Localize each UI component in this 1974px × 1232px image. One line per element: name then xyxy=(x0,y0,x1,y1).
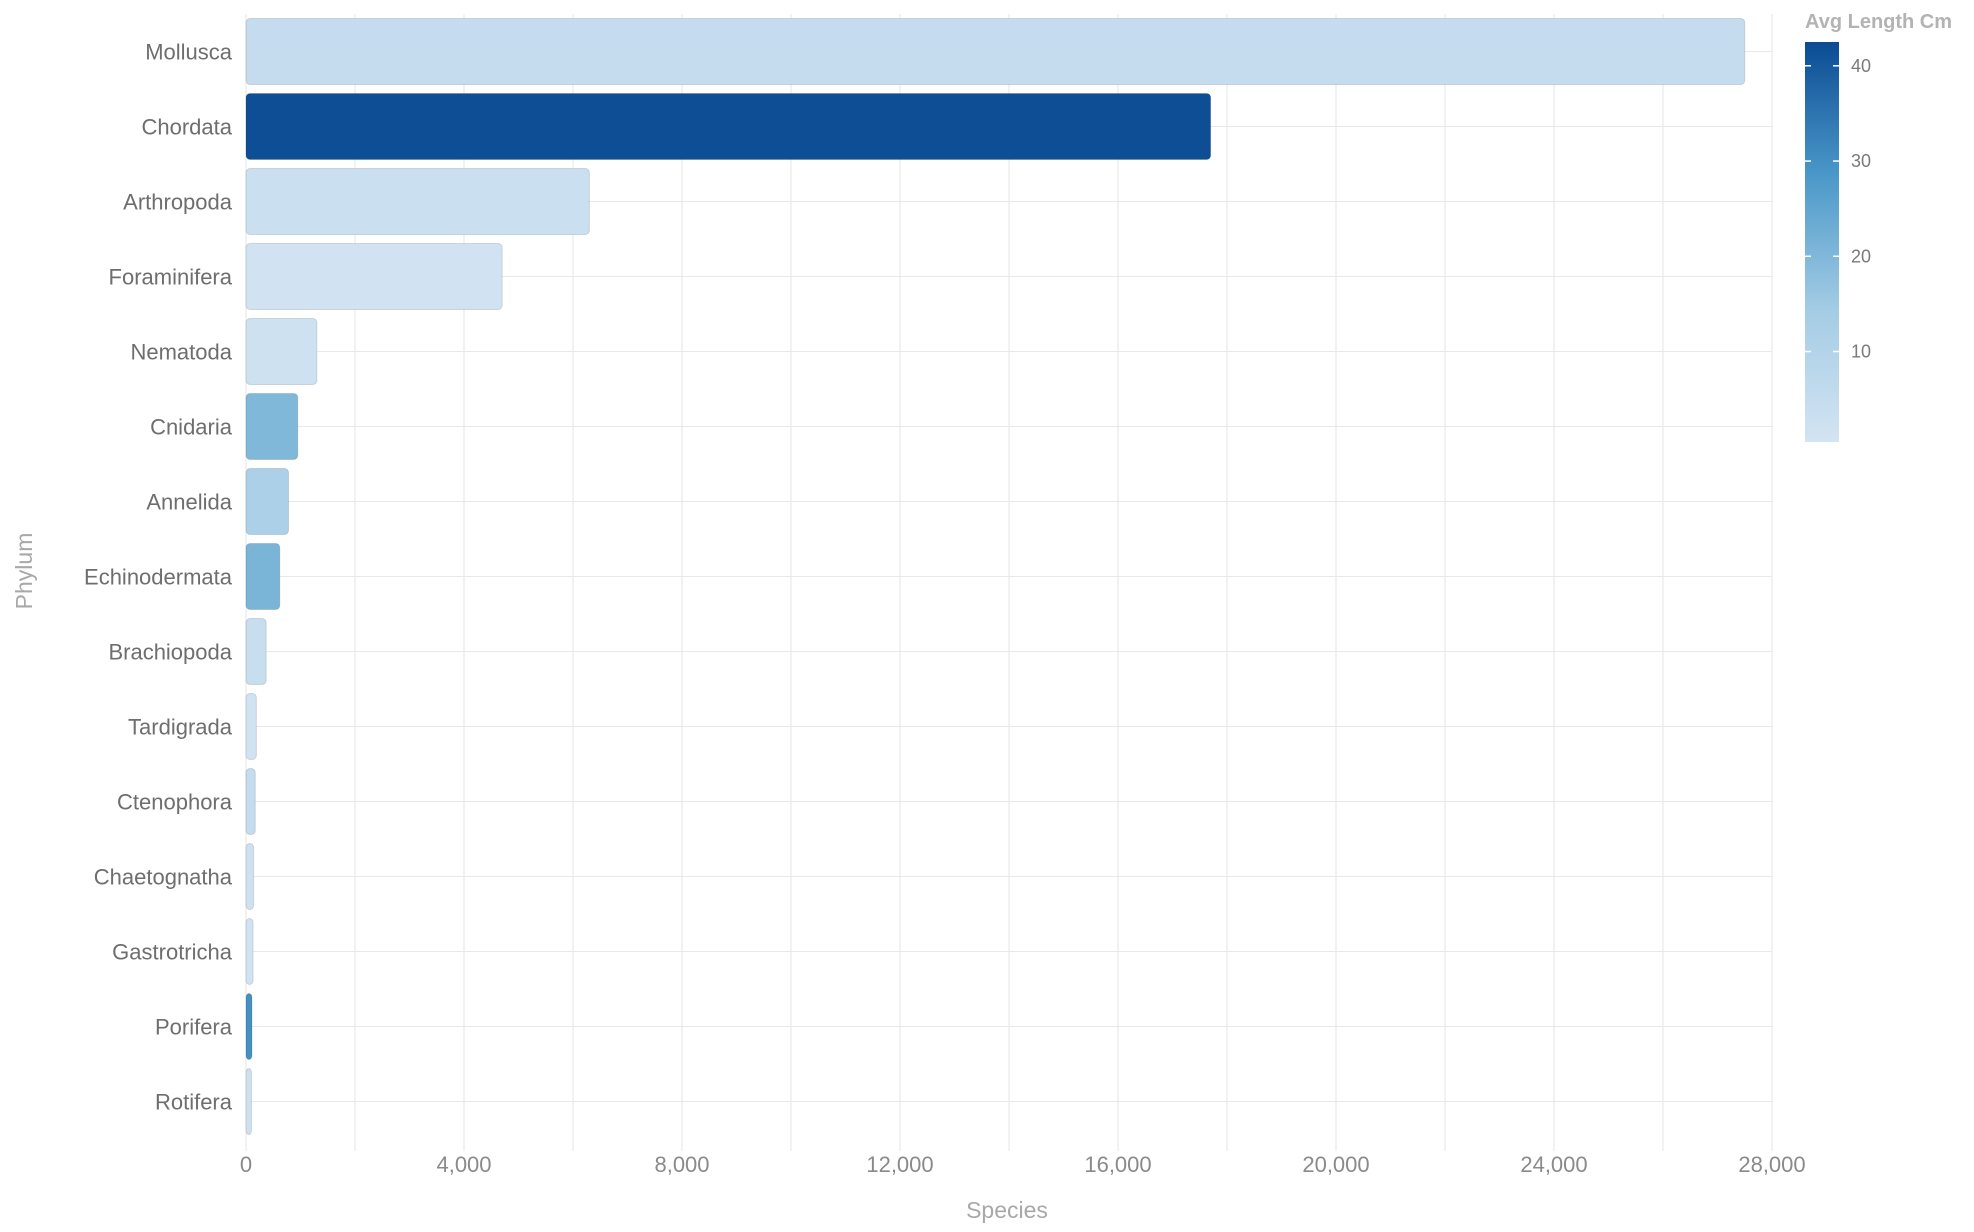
legend-tick-label: 30 xyxy=(1851,151,1871,171)
x-tick-label: 0 xyxy=(240,1152,252,1177)
y-tick-label: Annelida xyxy=(146,490,232,515)
bar-ctenophora xyxy=(245,768,256,835)
y-tick-label: Mollusca xyxy=(145,40,233,65)
y-tick-label: Chordata xyxy=(141,115,232,140)
x-tick-label: 24,000 xyxy=(1520,1152,1587,1177)
bar-annelida xyxy=(245,468,290,535)
legend-tick-label: 10 xyxy=(1851,342,1871,362)
bar-brachiopoda xyxy=(245,618,267,685)
y-tick-label: Brachiopoda xyxy=(108,640,232,665)
legend-title: Avg Length Cm xyxy=(1805,11,1952,33)
y-tick-label: Foraminifera xyxy=(109,265,233,290)
bar-cnidaria xyxy=(245,393,299,460)
x-tick-label: 4,000 xyxy=(436,1152,491,1177)
x-tick-label: 8,000 xyxy=(654,1152,709,1177)
bar-porifera xyxy=(245,993,253,1060)
x-axis-title: Species xyxy=(966,1197,1048,1223)
x-tick-label: 28,000 xyxy=(1738,1152,1805,1177)
legend-tick-label: 20 xyxy=(1851,246,1871,266)
bar-mollusca xyxy=(245,18,1746,85)
x-tick-label: 12,000 xyxy=(866,1152,933,1177)
y-tick-label: Porifera xyxy=(155,1015,233,1040)
y-axis-title: Phylum xyxy=(11,533,37,610)
bar-chordata xyxy=(245,93,1212,160)
y-tick-label: Nematoda xyxy=(130,340,232,365)
y-tick-label: Arthropoda xyxy=(123,190,233,215)
y-tick-label: Ctenophora xyxy=(117,790,233,815)
y-tick-label: Chaetognatha xyxy=(94,865,233,890)
legend-color-bar xyxy=(1805,42,1839,442)
x-tick-label: 16,000 xyxy=(1084,1152,1151,1177)
bar-foraminifera xyxy=(245,243,503,310)
bar-rotifera xyxy=(245,1068,252,1135)
bar-arthropoda xyxy=(245,168,590,235)
x-tick-label: 20,000 xyxy=(1302,1152,1369,1177)
bars xyxy=(245,18,1746,1135)
color-legend: Avg Length Cm 10 20 30 40 xyxy=(1805,11,1952,442)
y-tick-label: Rotifera xyxy=(155,1090,233,1115)
legend-ticks: 10 20 30 40 xyxy=(1805,56,1871,362)
bar-echinodermata xyxy=(245,543,281,610)
y-tick-label: Gastrotricha xyxy=(112,940,233,965)
grid-lines xyxy=(245,14,1773,1151)
bar-nematoda xyxy=(245,318,318,385)
bar-tardigrada xyxy=(245,693,257,760)
y-tick-labels: Mollusca Chordata Arthropoda Foraminifera Ne… xyxy=(84,40,233,1115)
bar-gastrotricha xyxy=(245,918,254,985)
x-tick-labels: 0 4,000 8,000 12,000 16,000 20,000 24,000 28,00… xyxy=(240,1152,1806,1177)
legend-tick-label: 40 xyxy=(1851,56,1871,76)
bar-chaetognatha xyxy=(245,843,255,910)
y-tick-label: Tardigrada xyxy=(128,715,233,740)
y-tick-label: Cnidaria xyxy=(150,415,233,440)
y-tick-label: Echinodermata xyxy=(84,565,233,590)
